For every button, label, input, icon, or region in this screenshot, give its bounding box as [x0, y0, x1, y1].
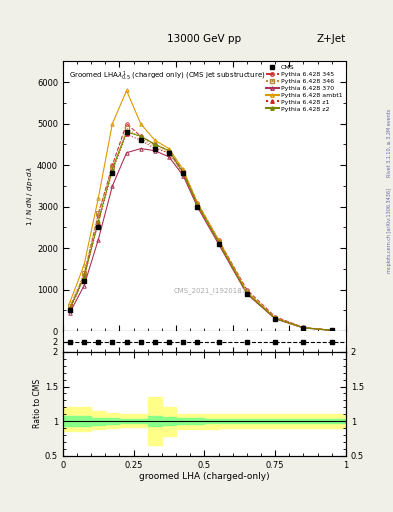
X-axis label: groomed LHA (charged-only): groomed LHA (charged-only)	[139, 472, 270, 481]
Text: Z+Jet: Z+Jet	[317, 33, 346, 44]
Text: Groomed LHA$\lambda^{1}_{0.5}$ (charged only) (CMS jet substructure): Groomed LHA$\lambda^{1}_{0.5}$ (charged …	[68, 70, 265, 83]
Legend: CMS, Pythia 6.428 345, Pythia 6.428 346, Pythia 6.428 370, Pythia 6.428 ambt1, P: CMS, Pythia 6.428 345, Pythia 6.428 346,…	[264, 62, 345, 114]
Text: CMS_2021_I1920187: CMS_2021_I1920187	[173, 287, 247, 294]
Y-axis label: Ratio to CMS: Ratio to CMS	[33, 379, 42, 429]
Text: 13000 GeV pp: 13000 GeV pp	[167, 33, 241, 44]
Y-axis label: 1 / $\mathrm{N}$ $d\mathrm{N}$ / $d\,p_T\,d\lambda$: 1 / $\mathrm{N}$ $d\mathrm{N}$ / $d\,p_T…	[25, 166, 35, 226]
Text: Rivet 3.1.10, ≥ 3.2M events: Rivet 3.1.10, ≥ 3.2M events	[387, 109, 391, 178]
Text: mcplots.cern.ch [arXiv:1306.3436]: mcplots.cern.ch [arXiv:1306.3436]	[387, 188, 391, 273]
